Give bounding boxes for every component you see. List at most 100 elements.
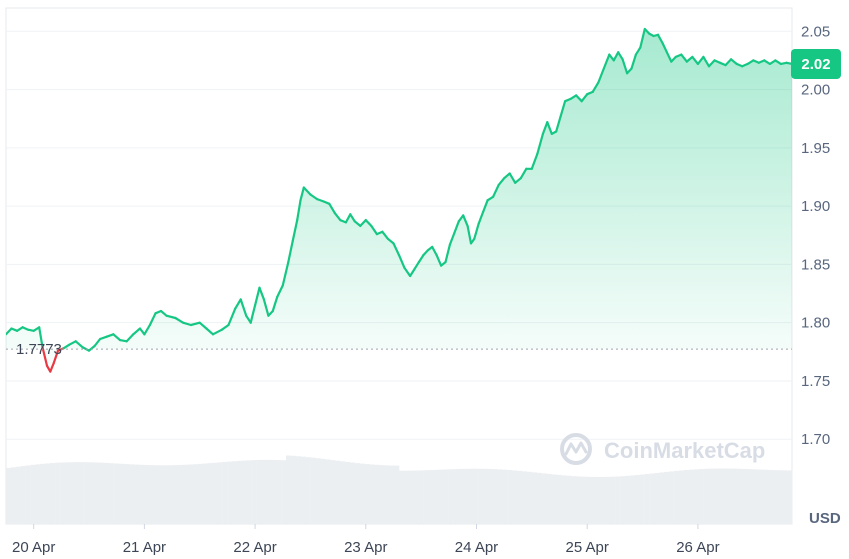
- volume-bar: [359, 463, 365, 524]
- price-line-segment: [621, 58, 629, 75]
- volume-bar: [615, 476, 621, 524]
- price-line-segment: [211, 328, 223, 336]
- volume-bar: [629, 475, 636, 524]
- volume-bar: [305, 457, 311, 524]
- x-axis-ticks: 20 Apr 21 Apr 22 Apr 23 Apr 24 Apr 25 Apr 26 A…: [12, 524, 720, 556]
- volume-bar: [413, 470, 419, 524]
- price-line-segment: [143, 323, 151, 336]
- volume-bar: [389, 465, 395, 524]
- y-tick-label: 1.85: [801, 256, 830, 273]
- volume-bar: [123, 464, 130, 524]
- volume-bar: [482, 468, 488, 524]
- price-line-segment: [477, 210, 485, 225]
- volume-bar: [438, 469, 444, 524]
- volume-bar: [590, 476, 596, 524]
- volume-bar: [580, 476, 586, 524]
- y-tick-label: 2.05: [801, 23, 830, 40]
- volume-bar: [757, 469, 763, 524]
- price-line-segment: [98, 335, 108, 341]
- price-line-segment: [462, 214, 469, 227]
- volume-bar: [69, 462, 76, 524]
- volume-bar: [241, 460, 248, 524]
- price-line-segment: [271, 295, 279, 313]
- price-line-segment: [763, 59, 772, 66]
- price-line-segment: [696, 55, 705, 66]
- price-line-segment: [680, 53, 688, 63]
- volume-bar: [467, 468, 473, 524]
- volume-bar: [79, 462, 85, 524]
- volume-bar: [408, 470, 415, 524]
- volume-bar: [207, 463, 213, 524]
- volume-bar: [713, 468, 719, 524]
- volume-bar: [767, 469, 773, 524]
- volume-bar: [787, 470, 793, 524]
- volume-bar: [610, 476, 616, 524]
- volume-bar: [487, 468, 493, 524]
- price-line-segment: [281, 261, 290, 287]
- price-line-segment: [353, 220, 362, 227]
- price-line-segment: [397, 254, 406, 269]
- volume-bar: [15, 466, 22, 524]
- price-line-segment: [138, 327, 146, 336]
- price-line-segment: [112, 333, 122, 342]
- volume-bar: [654, 472, 660, 524]
- price-line-segment: [612, 51, 620, 62]
- volume-bar: [153, 465, 159, 524]
- price-line-segment: [287, 240, 294, 264]
- volume-bar: [84, 462, 90, 524]
- volume-bar: [320, 458, 326, 524]
- price-line-segment: [392, 242, 401, 257]
- y-tick-label: 2.00: [801, 82, 830, 99]
- price-line-segment: [559, 100, 567, 118]
- volume-bar: [403, 470, 410, 524]
- volume-bar: [197, 463, 203, 524]
- price-line-segment: [81, 346, 91, 352]
- price-line-segment: [634, 46, 642, 56]
- y-tick-label: 1.90: [801, 198, 830, 215]
- price-line-segment: [546, 121, 553, 135]
- volume-bar: [693, 469, 699, 524]
- volume-bar: [536, 472, 542, 524]
- volume-bar: [271, 459, 277, 524]
- price-line-segment: [508, 172, 517, 184]
- volume-bar: [492, 469, 498, 524]
- price-line-segment: [132, 327, 142, 336]
- volume-bar: [6, 468, 12, 524]
- volume-bar: [202, 463, 208, 524]
- price-line-segment: [503, 172, 511, 180]
- price-line-segment: [344, 213, 352, 224]
- price-line-segment: [555, 115, 562, 133]
- volume-bar: [217, 462, 223, 524]
- price-line-segment: [205, 327, 215, 336]
- volume-bar: [133, 464, 139, 524]
- volume-bar: [566, 475, 572, 524]
- volume-bar: [168, 465, 174, 524]
- volume-bar: [163, 465, 169, 524]
- price-line-segment: [349, 213, 356, 223]
- volume-bar: [772, 470, 778, 524]
- volume-bar: [222, 461, 228, 524]
- price-line-segment: [254, 286, 261, 307]
- price-line-segment: [302, 186, 312, 196]
- price-line-segment: [333, 212, 342, 222]
- price-line-segment: [67, 340, 77, 346]
- volume-bar: [394, 465, 400, 524]
- price-line-segment: [258, 286, 265, 301]
- price-line-segment: [364, 219, 373, 227]
- price-line-segment: [536, 132, 545, 155]
- volume-bar: [674, 470, 680, 524]
- volume-bar: [762, 469, 768, 524]
- volume-bar: [462, 468, 469, 524]
- price-line-segment: [227, 307, 237, 327]
- volume-bar: [669, 471, 675, 524]
- price-line-segment: [435, 254, 443, 267]
- price-line-segment: [159, 309, 168, 317]
- coinmarketcap-logo-icon: [560, 433, 592, 465]
- volume-bar: [605, 476, 611, 524]
- price-line-segment: [580, 93, 589, 103]
- volume-bar: [747, 469, 753, 524]
- price-line-segment: [316, 198, 325, 203]
- volume-bar: [10, 467, 17, 524]
- volume-bar: [516, 470, 523, 524]
